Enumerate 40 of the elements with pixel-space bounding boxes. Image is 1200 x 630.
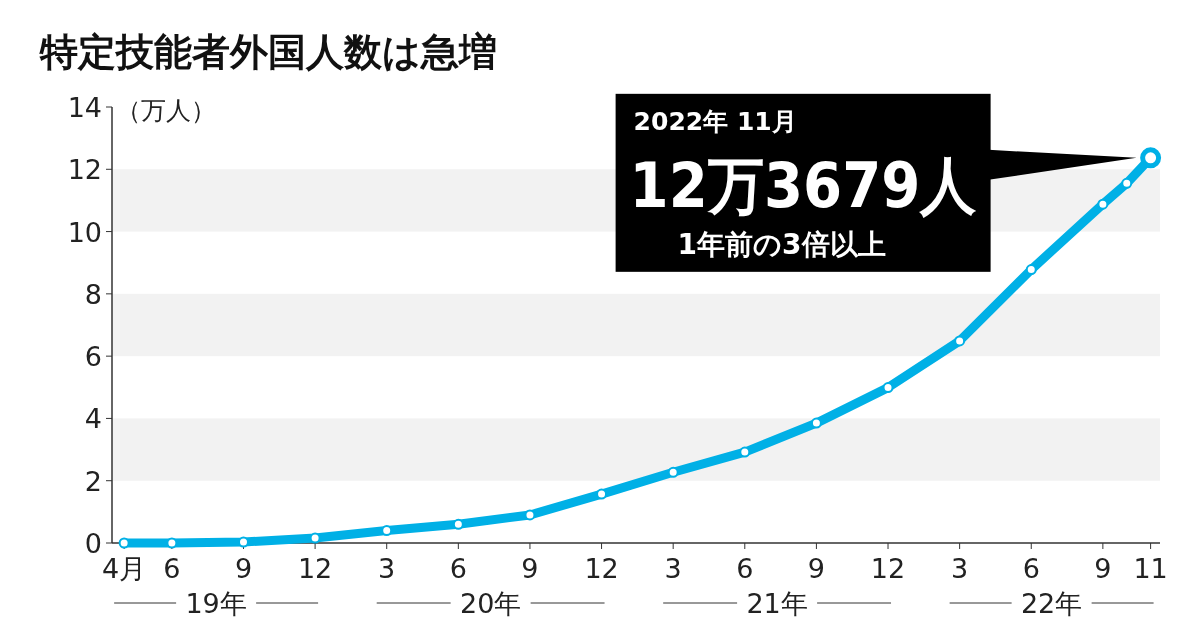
x-tick-label: 6 bbox=[736, 553, 754, 584]
x-tick-label: 3 bbox=[664, 553, 682, 584]
x-tick-label: 3 bbox=[378, 553, 396, 584]
x-tick-label: 9 bbox=[1094, 553, 1112, 584]
x-tick-label: 12 bbox=[584, 553, 619, 584]
text: 20年 bbox=[459, 588, 522, 619]
x-tick-label: 3 bbox=[951, 553, 969, 584]
x-tick-label: 4月 bbox=[102, 553, 147, 584]
annotation: 2022年 11月 bbox=[633, 106, 797, 136]
x-tick-label: 12 bbox=[297, 553, 333, 584]
point bbox=[1121, 177, 1133, 189]
y-tick-label: 4 bbox=[84, 403, 102, 435]
x-tick-label: 9 bbox=[234, 553, 253, 584]
point bbox=[810, 417, 822, 429]
point bbox=[954, 335, 966, 347]
annotation: 12万3679人 bbox=[629, 148, 1013, 222]
point bbox=[1025, 264, 1037, 276]
text: 19年 bbox=[185, 588, 247, 619]
y-tick-label: 14 bbox=[67, 92, 102, 123]
point bbox=[882, 382, 894, 394]
text: 22年 bbox=[1020, 588, 1083, 619]
x-tick-label: 9 bbox=[807, 553, 825, 584]
annotation: 1年前の3倍以上 bbox=[677, 227, 886, 261]
x-tick-label: 12 bbox=[870, 553, 906, 584]
y-tick-label: 12 bbox=[67, 154, 102, 186]
y-tick-label: 10 bbox=[67, 216, 102, 248]
y-tick-label: 0 bbox=[84, 528, 102, 559]
point bbox=[1097, 198, 1109, 210]
x-tick-label: 6 bbox=[163, 553, 181, 584]
x-tick-label: 9 bbox=[521, 553, 539, 584]
x-tick-label: 11 bbox=[1133, 553, 1168, 584]
y-tick-label: 8 bbox=[84, 278, 102, 310]
x-tick-label: 6 bbox=[1022, 553, 1040, 584]
point bbox=[739, 446, 751, 458]
y-tick-label: 2 bbox=[84, 465, 102, 497]
y-axis-title: （万人） bbox=[116, 96, 216, 125]
y-tick-label: 6 bbox=[84, 341, 102, 373]
x-tick-label: 6 bbox=[449, 553, 467, 584]
text: 21年 bbox=[746, 588, 808, 619]
chart-title: 特定技能者外国人数は急増 bbox=[39, 30, 497, 74]
